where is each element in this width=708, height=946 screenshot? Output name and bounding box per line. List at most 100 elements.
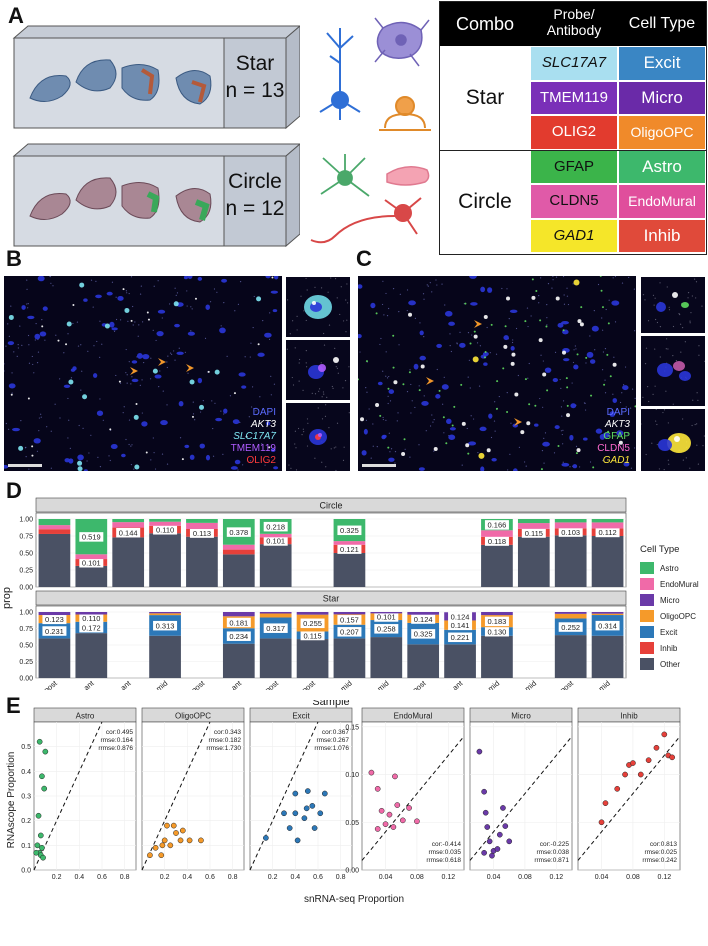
data-label: 0.144 [119, 528, 138, 537]
nucleus [370, 302, 376, 309]
speckle [332, 387, 334, 389]
speckle [17, 347, 19, 349]
probe-cell: SLC17A7 [531, 47, 617, 80]
speckle [560, 430, 563, 432]
speckle [394, 462, 396, 464]
nucleus [444, 310, 453, 317]
panel-label-a: A [8, 3, 24, 28]
signal-spot [194, 297, 197, 300]
data-label-bg [337, 544, 362, 554]
legend-label: Excit [660, 628, 678, 637]
speckle [584, 409, 587, 411]
speckle [298, 362, 300, 364]
facet-strip [35, 497, 627, 513]
nucleus [510, 346, 515, 351]
speckle [551, 287, 553, 289]
signal-spot [566, 404, 569, 407]
speckle [234, 310, 236, 312]
signal-spot [77, 460, 83, 466]
nucleus [8, 383, 16, 389]
nucleus [448, 434, 456, 440]
data-point [294, 837, 301, 844]
speckle [399, 293, 401, 295]
speckle [306, 445, 309, 447]
nucleus [552, 378, 558, 383]
data-label: 0.519 [82, 533, 101, 542]
x-tick-label: Br8325_ant [429, 678, 465, 690]
speckle [555, 276, 558, 278]
speckle [140, 285, 142, 287]
speckle [178, 347, 180, 349]
speckle [665, 348, 667, 350]
speckle [461, 464, 463, 466]
data-point [39, 773, 45, 780]
signal-spot [442, 416, 445, 419]
signal-spot [557, 445, 560, 448]
speckle [28, 344, 30, 346]
arrowhead-icon [474, 320, 482, 328]
nucleus [197, 377, 203, 384]
bar-segment-endomural [333, 541, 366, 545]
speckle [179, 437, 182, 439]
nucleus [542, 441, 550, 447]
signal-spot [268, 446, 271, 449]
speckle [435, 279, 437, 281]
speckle [220, 410, 222, 412]
speckle [239, 421, 241, 424]
speckle [327, 291, 329, 293]
speckle [288, 464, 290, 466]
speckle [36, 362, 39, 364]
speckle [611, 448, 613, 450]
bar-segment-endomural [186, 522, 218, 529]
arrowhead-icon [186, 364, 194, 372]
signal-spot [514, 392, 519, 397]
signal-spot [41, 325, 44, 328]
speckle [268, 338, 271, 340]
speckle [290, 467, 292, 469]
speckle [443, 376, 445, 378]
speckle [40, 413, 42, 415]
speckle [152, 437, 154, 439]
speckle [701, 305, 703, 307]
data-point [198, 837, 204, 844]
speckle [190, 330, 192, 332]
data-point [34, 842, 41, 849]
signal-spot [506, 296, 511, 301]
x-tick-label: 0.08 [410, 874, 424, 881]
signal-spot [122, 288, 125, 291]
bar-segment-micro [407, 612, 440, 615]
speckle [436, 368, 438, 371]
nucleus [554, 425, 560, 430]
x-tick-label: Br8325_mid [464, 679, 501, 690]
data-label-bg [226, 631, 251, 641]
facet-label: Star [323, 594, 340, 604]
speckle [321, 461, 323, 463]
data-label-bg [374, 612, 399, 622]
data-point [392, 773, 398, 780]
bar-segment-other [370, 637, 403, 678]
speckle [469, 387, 471, 389]
cell-type-cell: EndoMural [619, 185, 705, 218]
speckle [213, 288, 216, 290]
stat-label: cor:0.343 [214, 729, 241, 736]
y-tick-label: 0.00 [19, 676, 33, 683]
star-slide: Star n = 13 [10, 20, 302, 135]
signal-spot [271, 276, 274, 279]
data-point [378, 807, 385, 814]
nucleus [273, 466, 279, 470]
signal-spot [573, 279, 580, 286]
signal-spot [135, 402, 138, 405]
speckle [194, 419, 196, 421]
speckle [130, 463, 133, 466]
signal-spot [590, 394, 593, 397]
speckle [379, 343, 381, 346]
nucleus [561, 320, 569, 325]
speckle [67, 437, 69, 439]
data-label-bg [79, 622, 104, 633]
speckle [559, 378, 561, 381]
x-tick-label: 0.2 [52, 874, 62, 881]
data-point [489, 852, 495, 859]
signal-spot [545, 325, 548, 328]
speckle [426, 284, 428, 286]
nucleus [95, 294, 102, 299]
